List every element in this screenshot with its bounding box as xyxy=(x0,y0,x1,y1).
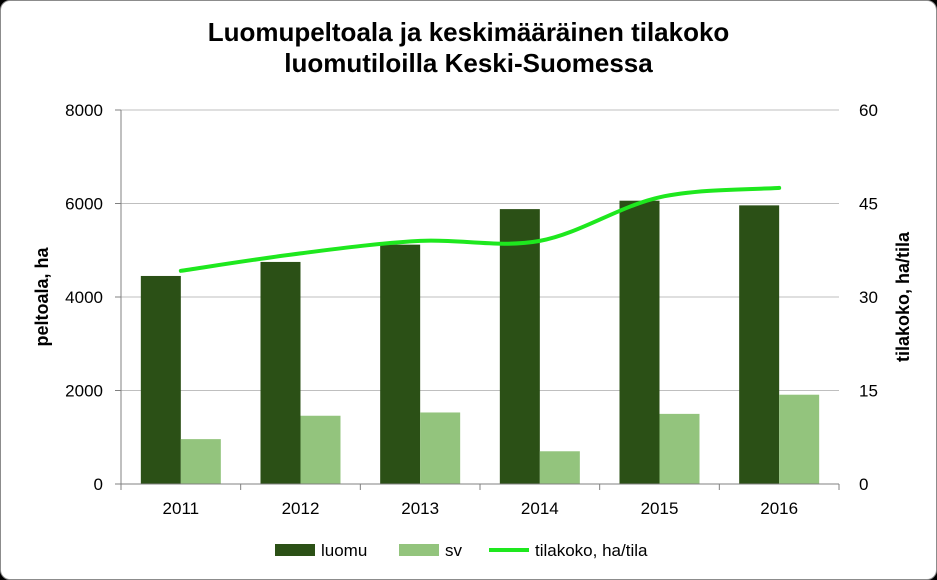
x-tick-label: 2014 xyxy=(521,499,559,518)
legend-label-sv: sv xyxy=(445,541,463,560)
x-tick-label: 2012 xyxy=(282,499,320,518)
x-tick-label: 2011 xyxy=(163,499,200,518)
bar-sv xyxy=(779,394,820,484)
line-tilakoko xyxy=(178,185,782,273)
bar-luomu xyxy=(260,261,301,484)
bar-luomu xyxy=(140,275,181,484)
y2-tick-label: 45 xyxy=(859,195,878,214)
y-tick-label: 8000 xyxy=(65,101,103,120)
bar-luomu xyxy=(499,209,540,485)
y-tick-label: 4000 xyxy=(65,288,103,307)
line-series xyxy=(178,185,782,273)
bar-luomu xyxy=(739,205,780,484)
legend-label-luomu: luomu xyxy=(321,541,367,560)
bars xyxy=(140,200,820,485)
bar-sv xyxy=(539,451,580,484)
legend-swatch-luomu xyxy=(275,544,315,556)
chart-title-line-1: Luomupeltoala ja keskimääräinen tilakoko xyxy=(207,17,730,47)
gridlines xyxy=(121,109,839,391)
x-tick-label: 2015 xyxy=(641,499,679,518)
axes xyxy=(115,109,840,490)
bar-luomu xyxy=(619,200,660,484)
y-tick-label: 2000 xyxy=(65,382,103,401)
y2-tick-label: 15 xyxy=(859,382,878,401)
bar-luomu xyxy=(380,244,421,484)
x-tick-label: 2013 xyxy=(401,499,439,518)
y-axis-label: peltoala, ha xyxy=(32,247,52,347)
y2-tick-label: 0 xyxy=(859,475,868,494)
y2-axis-label: tilakoko, ha/tila xyxy=(893,231,913,362)
bar-sv xyxy=(300,415,341,484)
x-axis-ticks: 2011 2012 2013 2014 2015 2016 xyxy=(163,499,799,518)
bar-sv xyxy=(180,439,221,484)
chart-title: Luomupeltoala ja keskimääräinen tilakoko… xyxy=(1,17,936,79)
x-tick-label: 2016 xyxy=(760,499,798,518)
bar-sv xyxy=(659,413,700,484)
y-tick-label: 6000 xyxy=(65,195,103,214)
bar-sv xyxy=(420,412,461,484)
y2-tick-label: 30 xyxy=(859,288,878,307)
left-axis-ticks: 0 2000 4000 6000 8000 xyxy=(65,101,103,494)
chart-title-line-2: luomutiloilla Keski-Suomessa xyxy=(284,48,653,78)
legend: luomu sv tilakoko, ha/tila xyxy=(275,541,648,560)
y-tick-label: 0 xyxy=(94,475,103,494)
y2-tick-label: 60 xyxy=(859,101,878,120)
legend-label-tilakoko: tilakoko, ha/tila xyxy=(535,541,648,560)
right-axis-ticks: 0 15 30 45 60 xyxy=(859,101,878,494)
legend-swatch-sv xyxy=(399,544,439,556)
